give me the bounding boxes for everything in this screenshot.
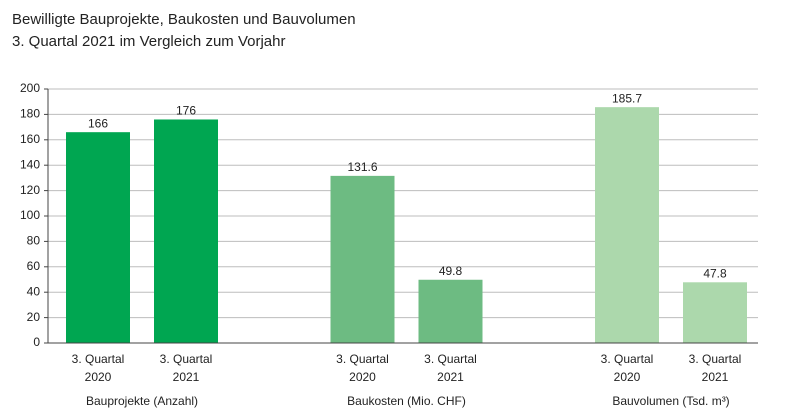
bar: [683, 282, 747, 343]
group-label: Bauprojekte (Anzahl): [86, 394, 198, 408]
value-label: 47.8: [703, 266, 727, 280]
y-tick-label: 20: [27, 310, 41, 324]
x-tick-line: 3. Quartal: [336, 352, 389, 366]
chart-subtitle: 3. Quartal 2021 im Vergleich zum Vorjahr: [12, 33, 285, 50]
bar: [330, 175, 395, 343]
x-tick-line: 2020: [85, 370, 112, 384]
y-tick-label: 200: [20, 81, 40, 95]
x-tick-line: 2021: [173, 370, 200, 384]
x-tick-line: 3. Quartal: [72, 352, 125, 366]
x-tick-label: 3. Quartal 2021: [160, 352, 213, 384]
y-tick-label: 140: [20, 157, 40, 171]
x-tick-line: 2021: [702, 370, 729, 384]
y-tick-label: 180: [20, 107, 40, 121]
x-tick-label: 3. Quartal 2020: [72, 352, 125, 384]
bar: [154, 119, 218, 343]
x-tick-line: 2020: [349, 370, 376, 384]
value-label: 49.8: [439, 264, 463, 278]
y-tick-label: 60: [27, 259, 41, 273]
x-tick-line: 3. Quartal: [424, 352, 477, 366]
y-tick-label: 0: [33, 335, 40, 349]
y-tick-label: 160: [20, 132, 40, 146]
x-tick-line: 3. Quartal: [601, 352, 654, 366]
x-tick-label: 3. Quartal 2020: [601, 352, 654, 384]
y-tick-label: 100: [20, 208, 40, 222]
group-label: Baukosten (Mio. CHF): [347, 394, 466, 408]
bar: [66, 132, 130, 343]
y-tick-label: 80: [27, 234, 41, 248]
bar: [595, 107, 659, 343]
value-label: 166: [88, 116, 108, 130]
x-tick-line: 3. Quartal: [160, 352, 213, 366]
group-label: Bauvolumen (Tsd. m³): [612, 394, 729, 408]
x-tick-line: 2021: [437, 370, 464, 384]
x-tick-label: 3. Quartal 2021: [689, 352, 742, 384]
bar: [418, 279, 483, 343]
x-tick-label: 3. Quartal 2021: [424, 352, 477, 384]
x-tick-label: 3. Quartal 2020: [336, 352, 389, 384]
y-tick-label: 40: [27, 284, 41, 298]
x-tick-line: 2020: [614, 370, 641, 384]
y-tick-label: 120: [20, 183, 40, 197]
value-label: 176: [176, 104, 196, 118]
value-label: 185.7: [612, 91, 642, 105]
x-tick-line: 3. Quartal: [689, 352, 742, 366]
chart-title: Bewilligte Bauprojekte, Baukosten und Ba…: [12, 11, 356, 28]
value-label: 131.6: [347, 160, 377, 174]
